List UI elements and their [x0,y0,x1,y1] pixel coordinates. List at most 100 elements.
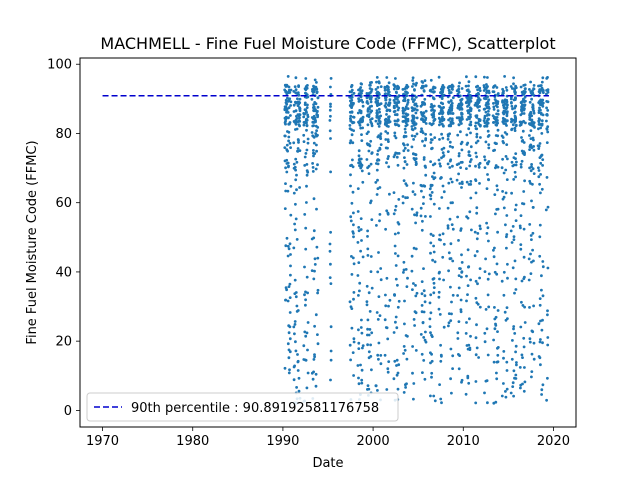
data-point [522,345,526,349]
data-point [514,219,518,223]
data-point [312,229,316,233]
data-point [424,138,427,142]
data-point [485,232,489,235]
data-point [378,314,382,317]
data-point [315,143,318,147]
data-point [357,149,361,153]
data-point [474,380,478,383]
data-point [286,254,290,258]
data-point [496,309,500,312]
data-point [520,300,523,304]
data-point [404,131,407,134]
data-point [413,310,417,313]
data-point [449,242,453,246]
data-point [315,113,319,116]
data-point [401,106,405,110]
data-point [329,170,332,174]
data-point [402,166,406,170]
data-point [459,308,463,311]
data-point [428,187,432,191]
data-point [430,371,434,375]
data-point [505,235,508,239]
data-point [506,157,509,161]
data-point [312,154,315,158]
data-point [284,244,288,248]
data-point [392,377,396,381]
data-point [368,87,372,90]
data-point [367,291,371,295]
data-point [369,100,373,104]
data-point [513,129,517,133]
data-point [541,89,545,92]
data-point [429,232,433,236]
data-point [450,312,453,316]
data-point [448,132,451,136]
data-point [474,179,478,183]
data-point [406,149,410,152]
data-point [529,91,533,95]
data-point [387,85,390,89]
data-point [502,350,506,353]
data-point [397,198,401,201]
data-point [366,123,370,127]
x-tick-label: 1970 [86,434,119,449]
data-point [316,96,320,100]
data-point [357,154,361,158]
data-point [441,111,445,114]
data-point [285,92,289,96]
data-point [352,374,355,377]
data-point [505,233,509,236]
data-point [495,377,499,381]
data-point [448,217,452,221]
data-point [483,107,487,111]
data-point [483,391,486,395]
data-point [478,119,482,122]
data-point [423,79,427,82]
data-point [312,197,316,201]
data-point [315,245,319,249]
data-point [370,122,374,126]
data-point [520,108,523,112]
data-point [358,160,362,164]
data-point [467,265,471,269]
data-point [329,378,332,382]
data-point [378,103,381,106]
data-point [475,323,478,327]
data-point [528,223,532,226]
data-point [457,90,461,94]
data-point [286,149,289,153]
data-point [360,381,364,385]
data-point [405,382,408,386]
data-point [404,334,408,337]
data-point [288,311,292,314]
data-point [287,247,291,251]
data-point [329,102,332,106]
data-point [379,137,383,141]
data-point [295,304,299,308]
data-point [429,215,432,218]
data-point [384,122,388,126]
data-point [298,149,302,153]
data-point [492,149,495,153]
data-point [284,298,287,302]
data-point [504,390,507,393]
data-point [293,165,297,169]
data-point [485,187,489,191]
data-point [487,107,491,110]
data-point [370,286,374,290]
data-point [486,95,489,99]
data-point [297,85,300,88]
data-point [293,323,297,326]
data-point [522,227,526,231]
data-point [403,156,406,160]
data-point [537,109,541,112]
data-point [465,75,468,79]
data-point [537,169,541,172]
data-point [539,161,543,165]
data-point [387,125,390,128]
data-point [483,155,486,159]
data-point [386,131,390,135]
data-point [387,81,391,85]
data-point [285,162,289,165]
data-point [450,391,453,395]
